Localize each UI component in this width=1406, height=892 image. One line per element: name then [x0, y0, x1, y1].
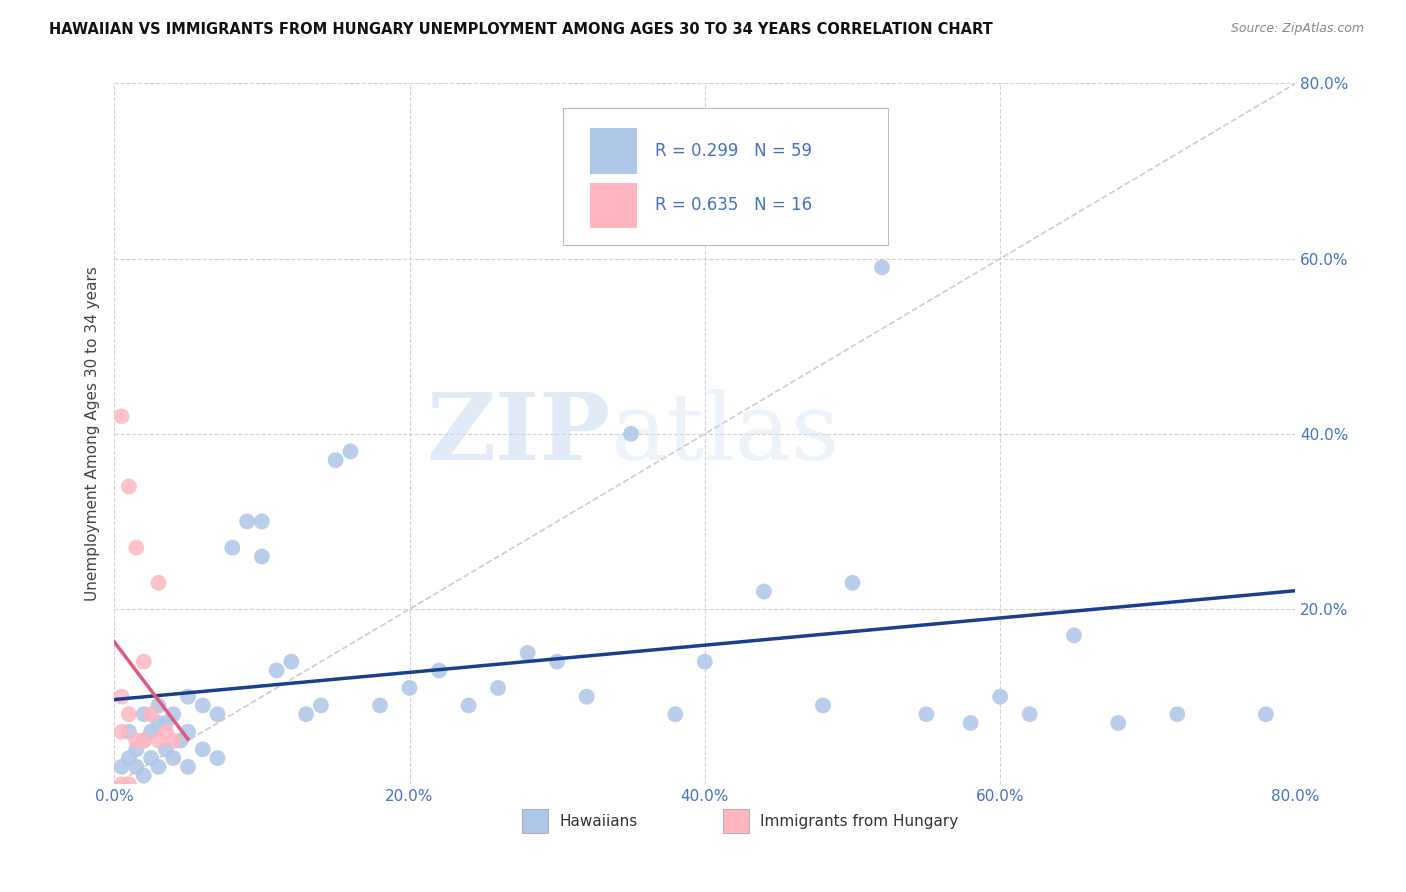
Point [236, 515, 259, 529]
Point [110, 777, 132, 791]
Point [118, 724, 141, 739]
Point [221, 541, 243, 555]
Point [148, 733, 170, 747]
FancyBboxPatch shape [562, 108, 889, 244]
Point [162, 733, 184, 747]
Point [118, 751, 141, 765]
Bar [591, 128, 637, 174]
Point [110, 760, 132, 774]
Point [125, 760, 148, 774]
Point [125, 541, 148, 555]
Point [457, 698, 479, 713]
Point [1107, 716, 1129, 731]
Text: Immigrants from Hungary: Immigrants from Hungary [761, 814, 959, 829]
Point [620, 426, 643, 441]
Point [148, 716, 170, 731]
Point [325, 453, 347, 467]
Point [132, 733, 155, 747]
Point [110, 724, 132, 739]
Point [155, 724, 177, 739]
Point [207, 751, 229, 765]
Point [486, 681, 509, 695]
Point [169, 733, 191, 747]
Point [207, 707, 229, 722]
Point [250, 515, 273, 529]
Point [148, 575, 170, 590]
Text: ZIP: ZIP [426, 389, 610, 479]
Point [132, 733, 155, 747]
Point [110, 690, 132, 704]
Bar [723, 809, 748, 833]
Point [339, 444, 361, 458]
Point [870, 260, 893, 275]
Text: Source: ZipAtlas.com: Source: ZipAtlas.com [1230, 22, 1364, 36]
Point [368, 698, 391, 713]
Point [139, 724, 162, 739]
Point [177, 690, 200, 704]
Point [191, 698, 214, 713]
Point [1254, 707, 1277, 722]
Text: R = 0.635   N = 16: R = 0.635 N = 16 [655, 196, 813, 214]
Point [309, 698, 332, 713]
Point [427, 664, 450, 678]
Point [132, 707, 155, 722]
Point [148, 698, 170, 713]
Point [988, 690, 1011, 704]
Point [162, 707, 184, 722]
Point [177, 724, 200, 739]
Point [155, 742, 177, 756]
Text: R = 0.299   N = 59: R = 0.299 N = 59 [655, 142, 813, 160]
Point [155, 716, 177, 731]
Point [132, 768, 155, 782]
Text: Hawaiians: Hawaiians [560, 814, 638, 829]
Point [841, 575, 863, 590]
Point [139, 707, 162, 722]
Point [139, 751, 162, 765]
Point [575, 690, 598, 704]
Point [693, 655, 716, 669]
Point [398, 681, 420, 695]
Point [266, 664, 288, 678]
Point [723, 173, 745, 187]
Bar [591, 183, 637, 228]
Point [1166, 707, 1188, 722]
Point [125, 733, 148, 747]
Point [148, 760, 170, 774]
Point [118, 777, 141, 791]
Point [1063, 628, 1085, 642]
Y-axis label: Unemployment Among Ages 30 to 34 years: Unemployment Among Ages 30 to 34 years [86, 267, 100, 601]
Point [1018, 707, 1040, 722]
Point [959, 716, 981, 731]
Point [110, 409, 132, 424]
Point [118, 707, 141, 722]
Point [280, 655, 302, 669]
Text: HAWAIIAN VS IMMIGRANTS FROM HUNGARY UNEMPLOYMENT AMONG AGES 30 TO 34 YEARS CORRE: HAWAIIAN VS IMMIGRANTS FROM HUNGARY UNEM… [49, 22, 993, 37]
Bar [522, 809, 548, 833]
Point [811, 698, 834, 713]
Point [295, 707, 318, 722]
Point [162, 751, 184, 765]
Point [250, 549, 273, 564]
Point [664, 707, 686, 722]
Point [191, 742, 214, 756]
Point [177, 760, 200, 774]
Point [118, 479, 141, 493]
Point [132, 655, 155, 669]
Point [546, 655, 568, 669]
Point [752, 584, 775, 599]
Point [915, 707, 938, 722]
Point [125, 742, 148, 756]
Point [516, 646, 538, 660]
Text: atlas: atlas [610, 389, 839, 479]
